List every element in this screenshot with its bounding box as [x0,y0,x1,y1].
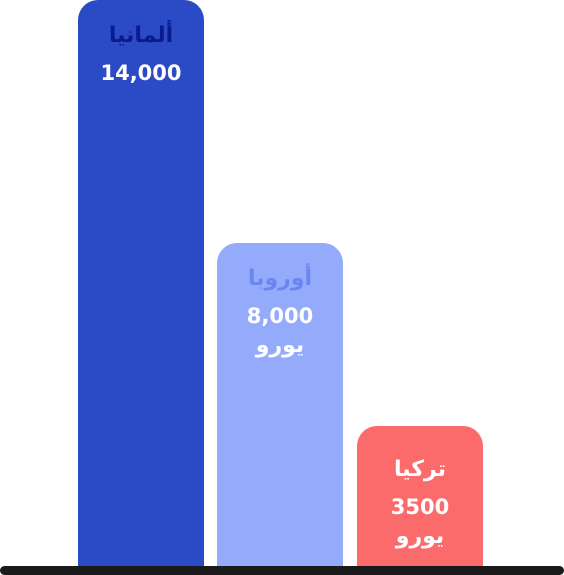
bar-1: ألمانيا 14,000 [78,0,204,568]
bar-value-label: 14,000 [100,61,182,85]
bar-value-label: 8,000 [246,304,314,329]
bar-3: تركيا 3500 يورو [357,426,483,568]
bar-unit-label: يورو [395,524,445,549]
bar-category-label: ألمانيا [108,23,174,48]
bar-2: أوروبا 8,000 يورو [217,243,343,568]
bar-category-label: أوروبا [247,266,313,292]
bar-category-label: تركيا [394,457,446,482]
bar-value-label: 3500 [390,495,450,519]
chart-baseline [0,566,564,575]
bar-unit-label: يورو [255,333,305,359]
